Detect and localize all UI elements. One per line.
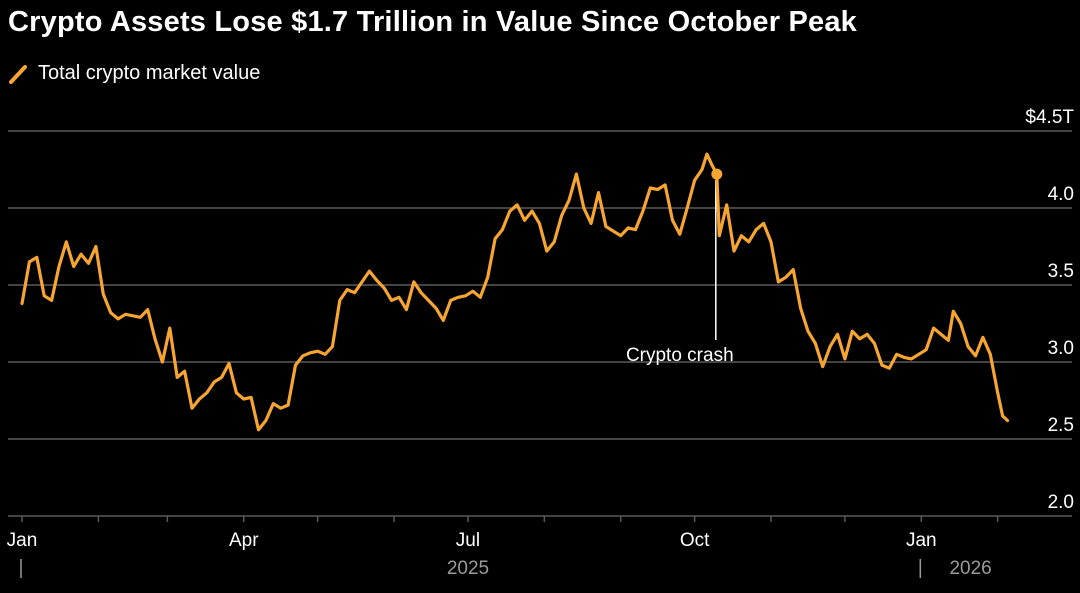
annotation-label: Crypto crash <box>626 345 734 366</box>
y-tick-label: 2.0 <box>1048 492 1074 513</box>
chart-title: Crypto Assets Lose $1.7 Trillion in Valu… <box>8 6 858 38</box>
y-tick-label: 4.0 <box>1048 184 1074 205</box>
series-layer <box>20 152 1010 432</box>
gridlines <box>8 130 1072 440</box>
y-tick-label: 3.0 <box>1048 338 1074 359</box>
y-tick-label: 2.5 <box>1048 415 1074 436</box>
axes <box>8 515 1072 522</box>
x-tick-label: Jul <box>456 530 480 551</box>
x-tick-label: Apr <box>229 530 259 551</box>
y-tick-labels: $4.5T 4.0 3.5 3.0 2.5 2.0 <box>1025 107 1074 513</box>
y-tick-label: 3.5 <box>1048 261 1074 282</box>
x-tick-labels: Jan Apr Jul Oct Jan 2025 2026 <box>7 530 992 579</box>
x-tick-label: Oct <box>680 530 710 551</box>
year-label: 2026 <box>949 558 991 579</box>
year-label: 2025 <box>447 558 489 579</box>
legend: Total crypto market value <box>8 62 260 85</box>
series-line <box>20 152 1010 432</box>
x-tick-label: Jan <box>7 530 38 551</box>
legend-label: Total crypto market value <box>38 62 261 84</box>
y-tick-label: $4.5T <box>1025 107 1074 128</box>
x-tick-label: Jan <box>906 530 937 551</box>
legend-line-icon <box>9 64 27 84</box>
